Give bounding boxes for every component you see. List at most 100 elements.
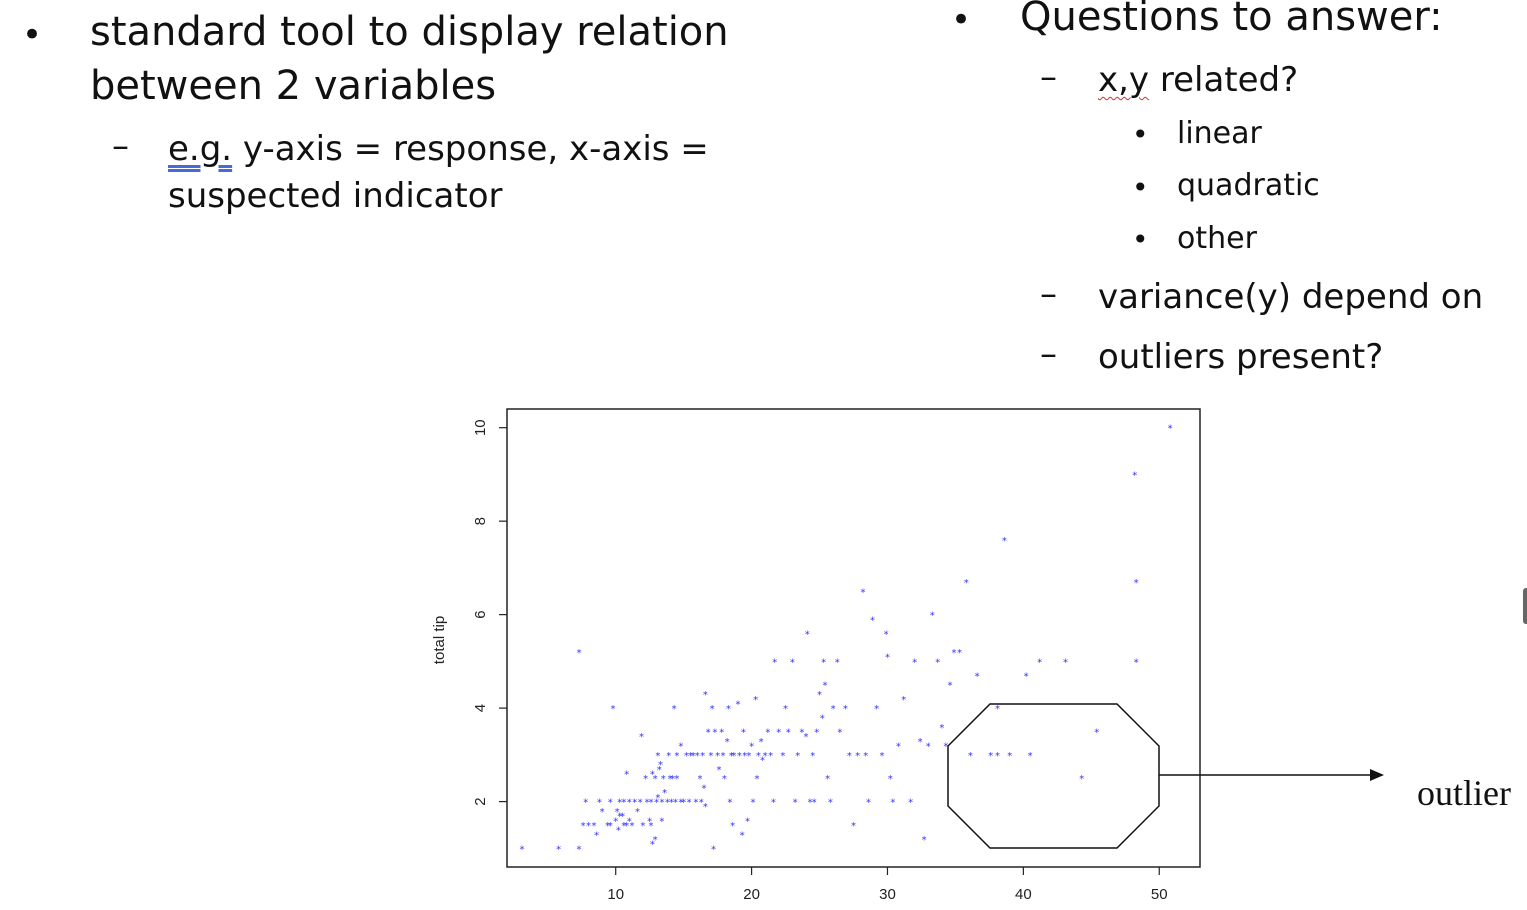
data-point: * bbox=[556, 844, 561, 855]
q1-rest: related? bbox=[1149, 60, 1299, 100]
data-point: * bbox=[719, 727, 724, 738]
data-point: * bbox=[888, 774, 893, 785]
data-point: * bbox=[659, 798, 664, 809]
data-point: * bbox=[1037, 657, 1042, 668]
y-axis-label: total tip bbox=[431, 616, 448, 664]
data-point: * bbox=[808, 798, 813, 809]
data-point: * bbox=[653, 835, 658, 846]
data-point: * bbox=[627, 798, 632, 809]
x-tick-label: 20 bbox=[743, 886, 760, 903]
data-point: * bbox=[947, 681, 952, 692]
data-point: * bbox=[703, 690, 708, 701]
data-point: * bbox=[759, 737, 764, 748]
data-point: * bbox=[650, 770, 655, 781]
x-tick-label: 40 bbox=[1015, 886, 1032, 903]
data-point: * bbox=[803, 732, 808, 743]
questions-heading: Questions to answer: bbox=[1020, 0, 1443, 40]
data-point: * bbox=[1094, 727, 1099, 738]
data-point: * bbox=[616, 826, 621, 837]
data-point: * bbox=[615, 807, 620, 818]
data-point: * bbox=[608, 798, 613, 809]
q3-text: outliers present? bbox=[1098, 337, 1384, 377]
data-point: * bbox=[843, 704, 848, 715]
data-point: * bbox=[855, 751, 860, 762]
data-point: * bbox=[1132, 470, 1137, 481]
data-point: * bbox=[918, 737, 923, 748]
outlier-arrow-head bbox=[1370, 769, 1384, 781]
data-point: * bbox=[655, 751, 660, 762]
data-point: * bbox=[890, 798, 895, 809]
data-point: * bbox=[874, 704, 879, 715]
data-point: * bbox=[765, 727, 770, 738]
data-point: * bbox=[943, 741, 948, 752]
data-point: * bbox=[581, 821, 586, 832]
data-point: * bbox=[771, 798, 776, 809]
data-point: * bbox=[851, 821, 856, 832]
data-point: * bbox=[659, 816, 664, 827]
sub-bullet-line2: suspected indicator bbox=[168, 176, 503, 216]
data-point: * bbox=[577, 648, 582, 659]
data-point: * bbox=[657, 765, 662, 776]
data-point: * bbox=[786, 727, 791, 738]
q1-dash: – bbox=[1040, 57, 1057, 97]
data-point: * bbox=[655, 793, 660, 804]
x-tick-label: 10 bbox=[607, 886, 624, 903]
data-point: * bbox=[670, 774, 675, 785]
data-point: * bbox=[912, 657, 917, 668]
data-point: * bbox=[1168, 424, 1173, 435]
plot-frame bbox=[506, 408, 1201, 868]
data-point: * bbox=[866, 798, 871, 809]
data-point: * bbox=[820, 713, 825, 724]
data-point: * bbox=[519, 844, 524, 855]
data-point: * bbox=[700, 751, 705, 762]
scroll-edge-indicator bbox=[1523, 588, 1527, 624]
q3-dash: – bbox=[1040, 334, 1057, 374]
data-point: * bbox=[870, 615, 875, 626]
data-point: * bbox=[610, 704, 615, 715]
y-tick-label: 10 bbox=[472, 419, 489, 436]
y-tick-label: 6 bbox=[472, 610, 489, 618]
data-point: * bbox=[1134, 657, 1139, 668]
sub-bullet-rest: y-axis = response, x-axis = bbox=[232, 129, 709, 169]
data-point: * bbox=[957, 648, 962, 659]
data-point: * bbox=[975, 671, 980, 682]
data-point: * bbox=[684, 751, 689, 762]
data-point: * bbox=[908, 798, 913, 809]
data-point: * bbox=[763, 751, 768, 762]
data-point: * bbox=[639, 732, 644, 743]
data-point: * bbox=[863, 751, 868, 762]
data-point: * bbox=[658, 760, 663, 771]
data-point: * bbox=[837, 727, 842, 738]
q1-option-other: other bbox=[1177, 221, 1257, 256]
data-point: * bbox=[681, 798, 686, 809]
data-point: * bbox=[939, 723, 944, 734]
data-point: * bbox=[640, 821, 645, 832]
data-point: * bbox=[674, 751, 679, 762]
data-point: * bbox=[828, 798, 833, 809]
data-point: * bbox=[760, 756, 765, 767]
data-point: * bbox=[605, 821, 610, 832]
data-point: * bbox=[731, 751, 736, 762]
data-point: * bbox=[750, 798, 755, 809]
questions-bullet: • bbox=[951, 0, 972, 40]
data-point: * bbox=[726, 704, 731, 715]
data-point: * bbox=[1002, 536, 1007, 547]
data-point: * bbox=[703, 802, 708, 813]
data-point: * bbox=[749, 741, 754, 752]
data-point: * bbox=[814, 727, 819, 738]
y-tick-label: 2 bbox=[472, 797, 489, 805]
data-point: * bbox=[621, 821, 626, 832]
data-point: * bbox=[995, 751, 1000, 762]
data-point: * bbox=[617, 798, 622, 809]
data-point: * bbox=[736, 699, 741, 710]
q2-text: variance(y) depend on bbox=[1098, 277, 1484, 317]
data-point: * bbox=[988, 751, 993, 762]
data-point: * bbox=[688, 751, 693, 762]
q1-option-linear: linear bbox=[1177, 116, 1262, 151]
q1-option-bullet-2: • bbox=[1132, 171, 1149, 204]
data-point: * bbox=[737, 751, 742, 762]
bullet-text-line2: between 2 variables bbox=[90, 63, 497, 109]
sub-bullet-line1: e.g. y-axis = response, x-axis = bbox=[168, 126, 709, 173]
data-point: * bbox=[1007, 751, 1012, 762]
